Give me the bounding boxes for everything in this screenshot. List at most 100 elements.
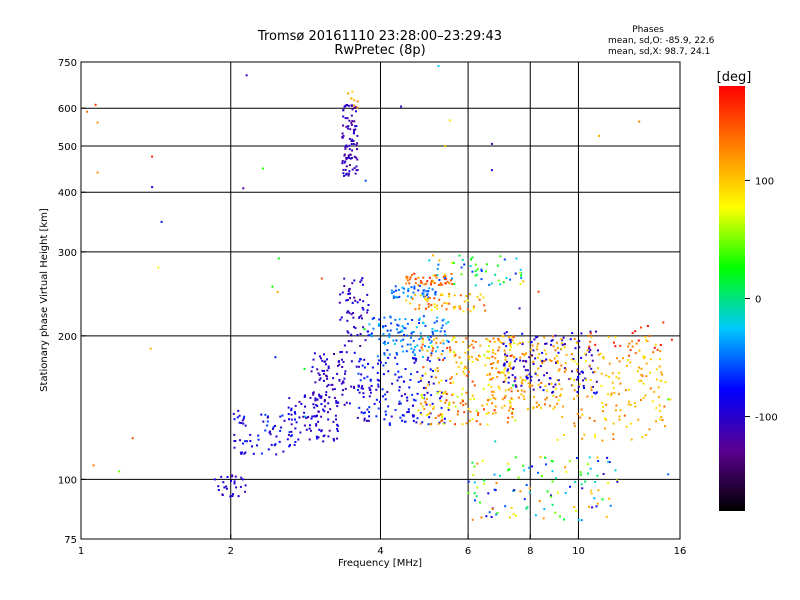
- data-point: [658, 418, 661, 421]
- data-point: [490, 169, 493, 172]
- colorbar: [719, 86, 745, 511]
- data-point: [347, 174, 350, 177]
- data-point: [469, 293, 472, 296]
- data-point: [345, 351, 348, 354]
- data-point: [438, 279, 441, 281]
- data-point: [608, 497, 611, 500]
- data-point: [304, 405, 306, 408]
- data-point: [641, 374, 644, 377]
- data-point: [544, 403, 546, 406]
- data-point: [495, 513, 498, 516]
- data-point: [550, 343, 553, 346]
- data-point: [378, 338, 381, 341]
- data-point: [397, 288, 400, 291]
- data-point: [631, 340, 634, 343]
- data-point: [367, 304, 370, 306]
- data-point: [615, 479, 618, 482]
- data-point: [522, 464, 525, 467]
- data-point: [441, 416, 444, 419]
- y-tick-label: 750: [58, 58, 77, 69]
- data-point: [278, 440, 281, 443]
- data-point: [264, 429, 267, 432]
- data-point: [496, 376, 499, 378]
- data-point: [384, 324, 387, 327]
- data-point: [440, 379, 443, 382]
- chart-title: Tromsø 20161110 23:28:00–23:29:43: [257, 29, 502, 44]
- data-point: [509, 516, 511, 519]
- data-point: [575, 378, 578, 381]
- data-point: [552, 390, 554, 393]
- data-point: [328, 429, 331, 432]
- data-point: [314, 415, 317, 418]
- data-point: [508, 348, 511, 351]
- data-point: [504, 367, 507, 370]
- data-point: [336, 423, 339, 426]
- data-point: [413, 285, 416, 288]
- data-point: [530, 375, 533, 378]
- data-point: [392, 290, 395, 293]
- data-point: [497, 371, 500, 374]
- data-point: [356, 158, 359, 161]
- data-point: [578, 372, 581, 375]
- data-point: [458, 356, 461, 359]
- data-point: [638, 366, 640, 369]
- data-point: [322, 373, 325, 375]
- data-point: [494, 411, 497, 414]
- data-point: [453, 307, 456, 310]
- data-point: [342, 361, 345, 363]
- data-point: [519, 271, 522, 274]
- data-point: [226, 476, 229, 478]
- data-point: [574, 347, 577, 350]
- data-point: [369, 388, 372, 391]
- data-point: [648, 428, 651, 431]
- y-tick-label: 75: [64, 535, 77, 546]
- data-point: [464, 351, 467, 354]
- data-point: [394, 318, 397, 321]
- data-point: [607, 482, 610, 484]
- data-point: [388, 333, 391, 336]
- data-point: [275, 453, 278, 456]
- data-point: [661, 419, 664, 421]
- data-point: [491, 355, 494, 358]
- data-point: [430, 309, 433, 312]
- data-point: [344, 370, 347, 373]
- data-point: [437, 422, 440, 425]
- data-point: [609, 504, 612, 507]
- data-point: [507, 416, 510, 419]
- data-point: [315, 423, 318, 426]
- data-point: [414, 308, 417, 311]
- data-point: [479, 293, 482, 296]
- data-point: [345, 401, 348, 404]
- data-point: [400, 339, 402, 342]
- data-point: [605, 403, 608, 406]
- data-point: [319, 377, 322, 380]
- data-point: [346, 299, 349, 301]
- data-point: [388, 336, 391, 339]
- data-point: [398, 389, 401, 392]
- data-point: [613, 341, 615, 344]
- data-point: [444, 401, 447, 404]
- data-point: [476, 296, 479, 299]
- data-point: [244, 451, 247, 454]
- data-point: [421, 374, 424, 377]
- data-point: [509, 278, 512, 281]
- data-point: [556, 341, 558, 344]
- data-point: [364, 339, 367, 342]
- data-point: [510, 390, 513, 393]
- data-point: [407, 287, 410, 290]
- data-point: [509, 341, 512, 343]
- data-point: [406, 276, 409, 279]
- data-point: [290, 430, 293, 433]
- data-point: [241, 478, 244, 481]
- data-point: [343, 161, 346, 164]
- data-point: [294, 427, 297, 430]
- data-point: [670, 338, 673, 341]
- data-point: [653, 390, 656, 393]
- data-point: [494, 273, 497, 276]
- data-point: [499, 340, 502, 343]
- data-point: [642, 397, 645, 400]
- data-point: [563, 346, 566, 349]
- data-point: [490, 386, 493, 388]
- data-point: [314, 397, 317, 400]
- data-point: [277, 257, 280, 260]
